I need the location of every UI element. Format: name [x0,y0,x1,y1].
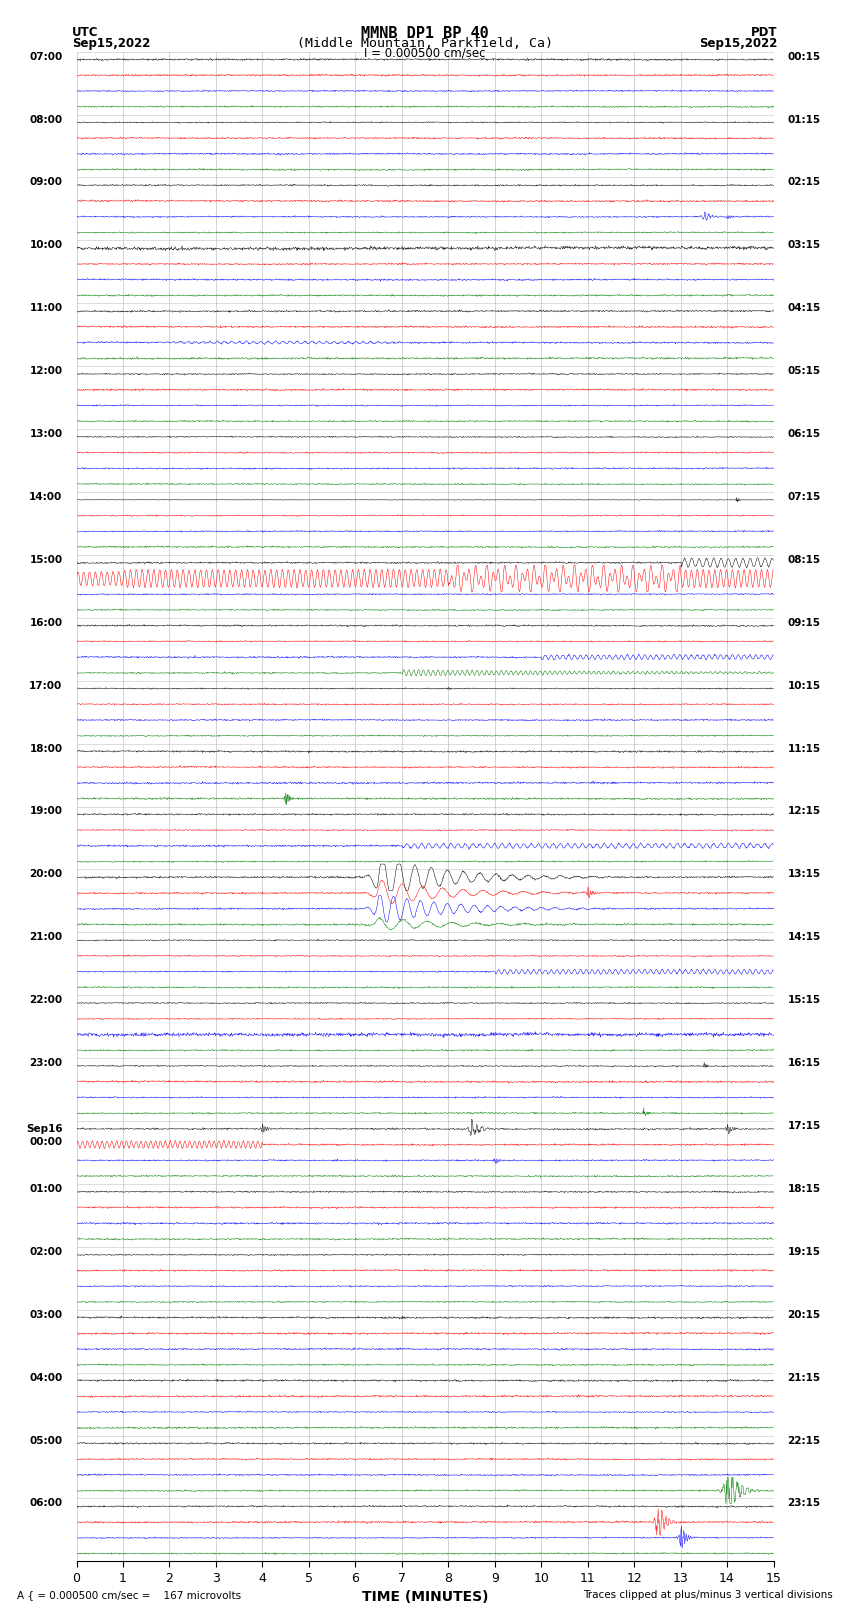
Text: 05:15: 05:15 [787,366,820,376]
Text: 10:15: 10:15 [787,681,820,690]
Text: Sep15,2022: Sep15,2022 [72,37,150,50]
Text: 00:00: 00:00 [30,1137,63,1147]
Text: 18:00: 18:00 [30,744,63,753]
Text: 11:15: 11:15 [787,744,820,753]
Text: 12:15: 12:15 [787,806,820,816]
Text: 23:15: 23:15 [787,1498,820,1508]
Text: 12:00: 12:00 [30,366,63,376]
Text: 22:00: 22:00 [30,995,63,1005]
Text: 20:15: 20:15 [787,1310,820,1319]
Text: 22:15: 22:15 [787,1436,820,1445]
Text: 21:00: 21:00 [30,932,63,942]
Text: 17:15: 17:15 [787,1121,821,1131]
Text: 06:15: 06:15 [787,429,820,439]
Text: Sep16: Sep16 [26,1124,63,1134]
Text: 13:00: 13:00 [30,429,63,439]
Text: (Middle Mountain, Parkfield, Ca): (Middle Mountain, Parkfield, Ca) [297,37,553,50]
Text: 08:15: 08:15 [787,555,820,565]
Text: 09:00: 09:00 [30,177,63,187]
Text: 15:15: 15:15 [787,995,820,1005]
Text: 07:00: 07:00 [29,52,63,61]
Text: 04:00: 04:00 [29,1373,63,1382]
Text: 14:15: 14:15 [787,932,821,942]
Text: 16:00: 16:00 [30,618,63,627]
Text: 09:15: 09:15 [787,618,820,627]
Text: 19:15: 19:15 [787,1247,820,1257]
Text: Sep15,2022: Sep15,2022 [700,37,778,50]
Text: 01:00: 01:00 [30,1184,63,1194]
Text: 20:00: 20:00 [30,869,63,879]
X-axis label: TIME (MINUTES): TIME (MINUTES) [362,1590,488,1605]
Text: 19:00: 19:00 [30,806,63,816]
Text: 03:15: 03:15 [787,240,820,250]
Text: 18:15: 18:15 [787,1184,820,1194]
Text: 13:15: 13:15 [787,869,820,879]
Text: 10:00: 10:00 [30,240,63,250]
Text: 02:00: 02:00 [30,1247,63,1257]
Text: 14:00: 14:00 [29,492,63,502]
Text: 05:00: 05:00 [30,1436,63,1445]
Text: 21:15: 21:15 [787,1373,820,1382]
Text: UTC: UTC [72,26,99,39]
Text: 07:15: 07:15 [787,492,821,502]
Text: 17:00: 17:00 [29,681,63,690]
Text: 06:00: 06:00 [30,1498,63,1508]
Text: A { = 0.000500 cm/sec =    167 microvolts: A { = 0.000500 cm/sec = 167 microvolts [17,1590,241,1600]
Text: 03:00: 03:00 [30,1310,63,1319]
Text: I = 0.000500 cm/sec: I = 0.000500 cm/sec [365,47,485,60]
Text: 16:15: 16:15 [787,1058,820,1068]
Text: 00:15: 00:15 [787,52,820,61]
Text: MMNB DP1 BP 40: MMNB DP1 BP 40 [361,26,489,40]
Text: 08:00: 08:00 [30,115,63,124]
Text: PDT: PDT [751,26,778,39]
Text: 02:15: 02:15 [787,177,820,187]
Text: 15:00: 15:00 [30,555,63,565]
Text: 11:00: 11:00 [30,303,63,313]
Text: 23:00: 23:00 [30,1058,63,1068]
Text: Traces clipped at plus/minus 3 vertical divisions: Traces clipped at plus/minus 3 vertical … [583,1590,833,1600]
Text: 01:15: 01:15 [787,115,820,124]
Text: 04:15: 04:15 [787,303,821,313]
